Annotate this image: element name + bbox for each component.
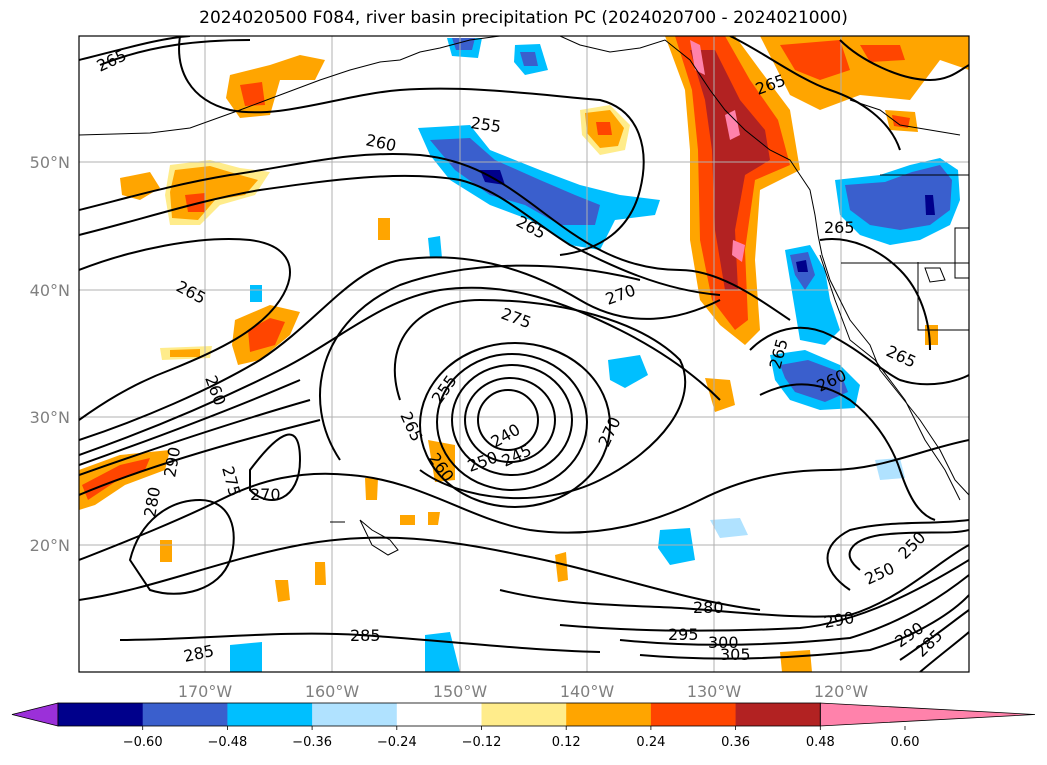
colorbar-tick-label: −0.60: [123, 735, 163, 750]
contour-label: 285: [350, 626, 381, 645]
colorbar-tick-label: −0.36: [292, 735, 332, 750]
map-title: 2024020500 F084, river basin precipitati…: [199, 8, 848, 28]
lon-label: 160°W: [305, 682, 360, 701]
colorbar-outline: [57, 702, 821, 727]
lat-label: 20°N: [30, 536, 70, 555]
map-frame: [78, 35, 970, 673]
colorbar-tick-label: 0.12: [552, 735, 581, 750]
lat-label: 50°N: [30, 153, 70, 172]
lon-axis-labels: 170°W 160°W 150°W 140°W 130°W 120°W: [178, 682, 869, 701]
colorbar-extend-low: [11, 702, 59, 727]
lat-label: 30°N: [30, 408, 70, 427]
lon-label: 130°W: [687, 682, 742, 701]
contour-label: 280: [693, 598, 724, 617]
colorbar-segment: [735, 703, 821, 726]
lat-axis-labels: 50°N 40°N 30°N 20°N: [30, 153, 70, 555]
colorbar-segment: [566, 703, 652, 726]
colorbar: −0.60 −0.48 −0.36 −0.24 −0.12 0.12 0.24 0.36 0.4…: [11, 702, 1036, 750]
colorbar-segment: [481, 703, 567, 726]
colorbar-tick-label: −0.12: [462, 735, 502, 750]
colorbar-segment: [396, 703, 482, 726]
colorbar-tick-label: 0.60: [891, 735, 920, 750]
contour-lines: [79, 36, 969, 672]
colorbar-tick-label: −0.24: [377, 735, 417, 750]
colorbar-segment: [142, 703, 228, 726]
colorbar-segment: [650, 703, 737, 726]
colorbar-extend-high: [819, 702, 1036, 727]
colorbar-tick-label: 0.36: [721, 735, 750, 750]
colorbar-segment: [312, 703, 398, 726]
contour-label: 265: [824, 218, 855, 237]
lat-label: 40°N: [30, 281, 70, 300]
coastlines: [79, 36, 969, 556]
contour-label: 270: [250, 485, 281, 504]
contour-label: 295: [668, 625, 699, 644]
lon-label: 120°W: [814, 682, 869, 701]
lon-label: 170°W: [178, 682, 233, 701]
colorbar-tick-label: −0.48: [207, 735, 247, 750]
colorbar-segment: [58, 703, 144, 726]
colorbar-tick-label: 0.24: [636, 735, 665, 750]
colorbar-segment: [227, 703, 313, 726]
gridlines: [79, 36, 969, 672]
contour-label: 300: [708, 633, 739, 652]
colorbar-tick-label: 0.48: [806, 735, 835, 750]
contour-label: 305: [720, 645, 751, 664]
contour-label: 255: [469, 113, 502, 136]
lon-label: 150°W: [433, 682, 488, 701]
lon-label: 140°W: [560, 682, 615, 701]
